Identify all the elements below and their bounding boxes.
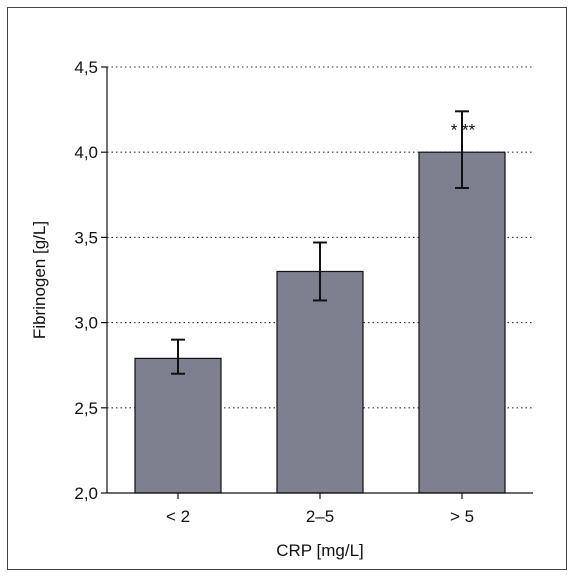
significance-annotation: * ** <box>451 120 476 139</box>
significance-annotations: * ** <box>451 120 476 139</box>
y-axis-label: Fibrinogen [g/L] <box>30 221 49 339</box>
x-axis-label: CRP [mg/L] <box>276 541 364 560</box>
y-tick-label: 3,0 <box>74 314 98 333</box>
y-tick-label: 2,0 <box>74 484 98 503</box>
bar <box>134 357 222 494</box>
bar <box>276 270 364 494</box>
x-tick-label: 2–5 <box>306 507 334 526</box>
x-tick-labels: < 2 2–5 > 5 <box>166 493 474 526</box>
x-tick-label: < 2 <box>166 507 190 526</box>
error-bars-group <box>171 110 469 375</box>
bar <box>418 151 506 494</box>
x-tick-label: > 5 <box>450 507 474 526</box>
y-tick-label: 4,5 <box>74 58 98 77</box>
y-tick-labels: 2,0 2,5 3,0 3,5 4,0 4,5 <box>74 58 107 503</box>
bars-group <box>134 151 506 494</box>
y-tick-label: 4,0 <box>74 143 98 162</box>
y-tick-label: 2,5 <box>74 399 98 418</box>
y-tick-label: 3,5 <box>74 228 98 247</box>
